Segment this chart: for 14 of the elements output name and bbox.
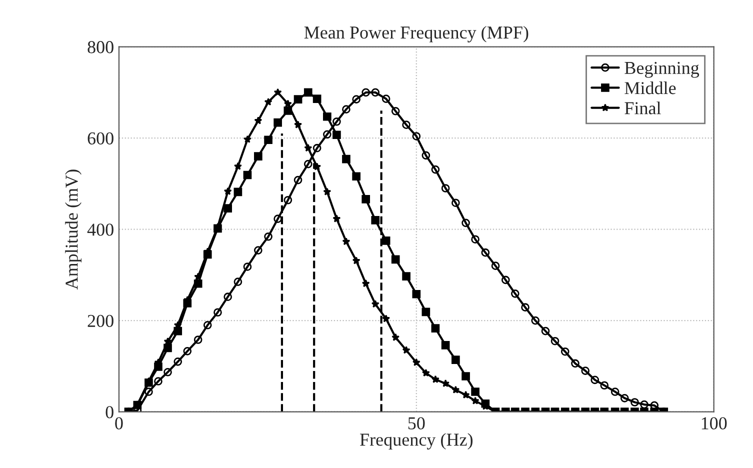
- x-tick-label: 50: [408, 417, 425, 430]
- x-tick-label: 100: [702, 417, 727, 430]
- y-tick-label: 800: [88, 41, 114, 54]
- y-axis-title: Amplitude (mV): [65, 170, 82, 290]
- y-tick-label: 200: [88, 314, 114, 328]
- chart-title: Mean Power Frequency (MPF): [304, 26, 528, 42]
- y-tick-label: 400: [87, 224, 114, 236]
- y-tick-label: 600: [88, 132, 114, 144]
- y-tick-label: 0: [106, 406, 114, 418]
- legend-label: Beginning: [624, 62, 700, 78]
- x-tick-label: 0: [115, 417, 123, 430]
- x-axis-title: Frequency (Hz): [360, 433, 473, 450]
- legend-label: Middle: [624, 82, 676, 94]
- legend-label: Final: [624, 102, 661, 114]
